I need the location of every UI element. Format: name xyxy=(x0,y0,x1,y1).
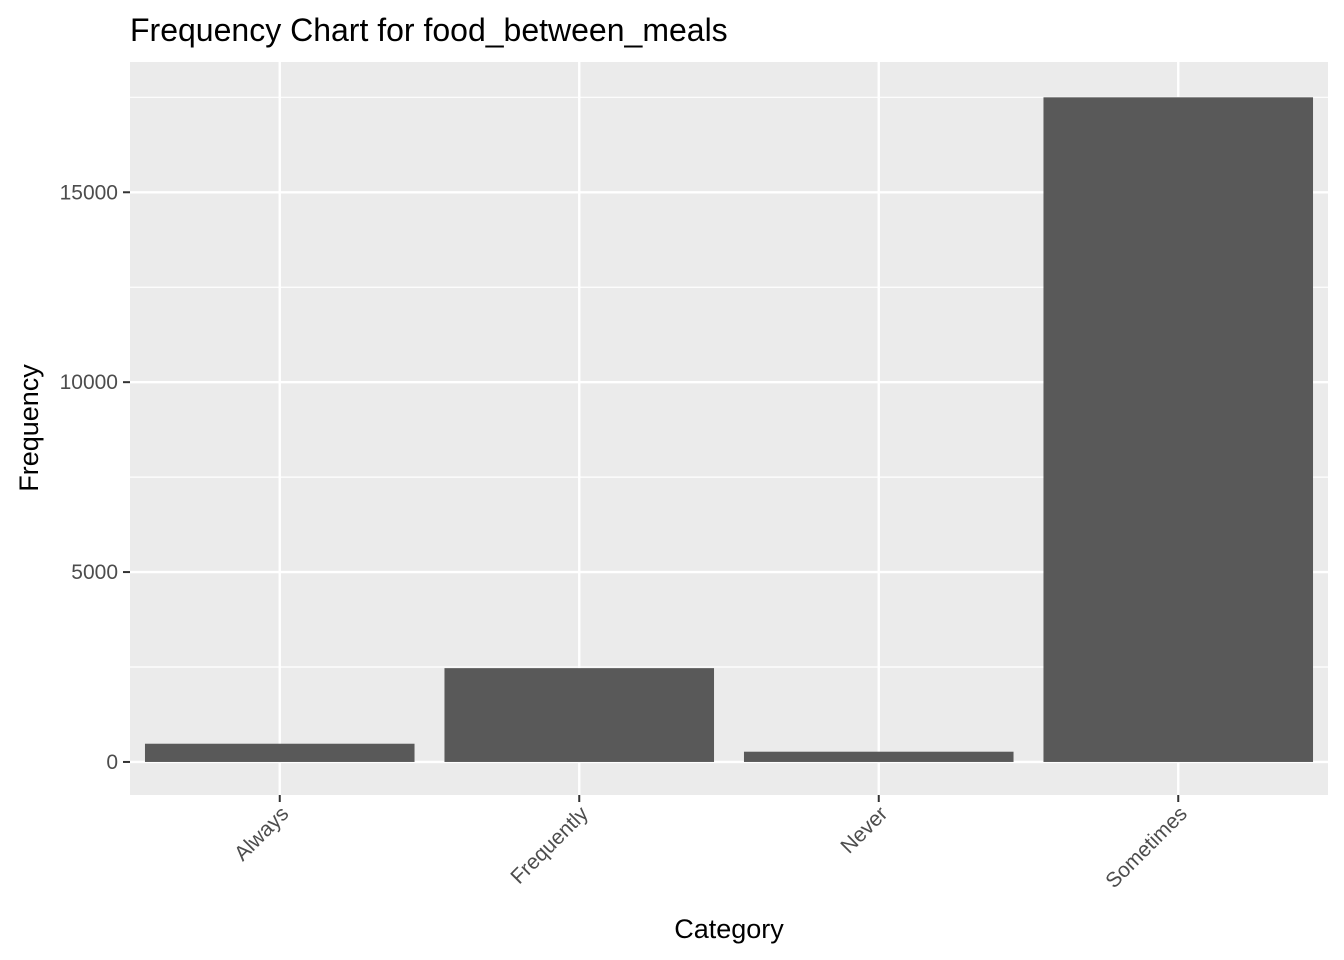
x-tick-label-sometimes: Sometimes xyxy=(1101,802,1192,893)
bars xyxy=(144,97,1314,762)
y-tick-label: 0 xyxy=(106,751,118,774)
chart-title: Frequency Chart for food_between_meals xyxy=(130,12,728,48)
y-tick-label: 5000 xyxy=(71,561,118,584)
y-tick-label: 15000 xyxy=(60,181,118,204)
x-axis: Always Frequently Never Sometimes xyxy=(230,795,1192,893)
x-tick-label-never: Never xyxy=(836,802,892,858)
x-tick-label-frequently: Frequently xyxy=(506,802,593,889)
y-axis-title: Frequency xyxy=(14,364,44,492)
bar-frequently xyxy=(444,668,715,762)
x-axis-title: Category xyxy=(674,914,784,944)
bar-sometimes xyxy=(1043,97,1314,762)
bar-never xyxy=(743,751,1014,762)
x-tick-label-always: Always xyxy=(230,802,293,865)
y-axis: 0 5000 10000 15000 xyxy=(60,181,130,774)
bar-always xyxy=(144,743,415,762)
y-tick-label: 10000 xyxy=(60,371,118,394)
